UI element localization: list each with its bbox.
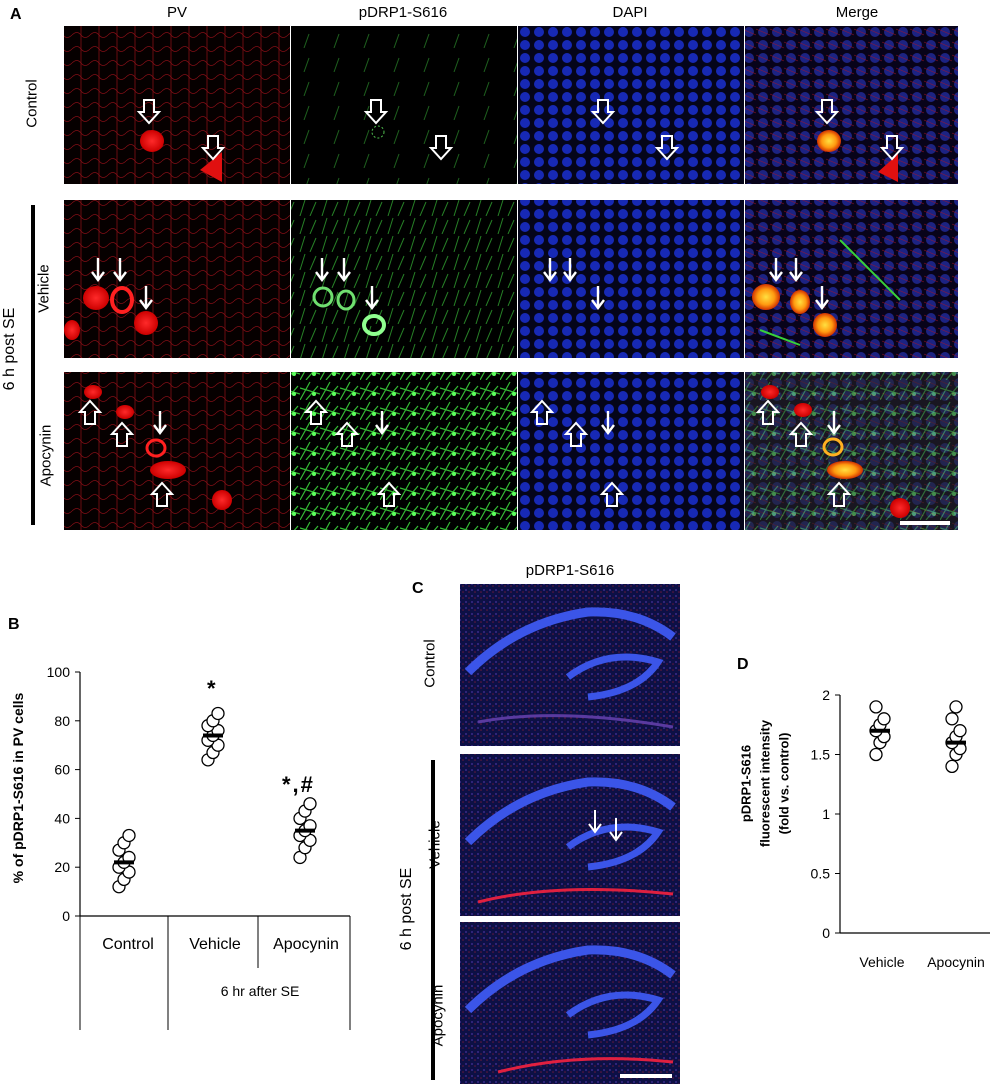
column-title-merge: Merge [835,4,879,21]
chart-b-category-apocynin: Apocynin [273,936,339,953]
chart-d-point [945,759,959,774]
column-title-pv: PV [166,4,187,21]
chart-b-point [211,706,225,721]
panel-c-label: C [412,580,424,597]
chart-b-annot-apocynin: *,# [282,772,315,797]
hippocampus-slices [460,584,680,1084]
chart-d-ytick-label: 2 [822,687,830,703]
micrograph-grid [64,26,958,530]
panel-d-label: D [737,656,749,673]
chart-d-point [949,700,963,714]
chart-b-ytick-label: 60 [54,762,70,778]
chart-b-category-vehicle: Vehicle [189,936,241,953]
chart-d-point [953,724,967,738]
panel-b-label: B [8,616,20,633]
chart-b-ytick-label: 80 [54,713,70,729]
chart-b-group-label: 6 hr after SE [220,983,300,999]
chart-b-point [122,828,136,843]
panel-a-label: A [10,6,22,23]
chart-b-point [303,797,317,811]
chart-d-ytick-label: 0 [822,925,830,941]
chart-d-point [877,712,891,726]
chart-b: 0 20 40 60 80 100 [47,664,351,1030]
chart-b-ytick-label: 20 [54,859,70,875]
chart-d-category-vehicle: Vehicle [859,954,905,970]
chart-b-ytick-label: 100 [47,664,71,680]
chart-d-ytick-label: 0.5 [811,866,831,882]
chart-b-ytick-label: 0 [62,908,70,924]
chart-d-ytick-label: 1.5 [811,747,831,763]
column-title-dapi: DAPI [612,4,648,21]
chart-d-ytick-label: 1 [822,806,830,822]
group-bracket [31,205,35,525]
chart-b-ytick-label: 40 [54,810,70,826]
panel-c-bracket [431,760,435,1080]
chart-d-point [945,712,959,726]
chart-d-point [869,747,883,762]
chart-d-point [869,700,883,714]
column-title-pdrp1: pDRP1-S616 [358,4,448,21]
chart-b-annot-vehicle: * [207,676,216,701]
panel-c-title: pDRP1-S616 [525,562,615,579]
chart-d-category-apocynin: Apocynin [927,954,985,970]
chart-b-category-control: Control [102,936,154,953]
